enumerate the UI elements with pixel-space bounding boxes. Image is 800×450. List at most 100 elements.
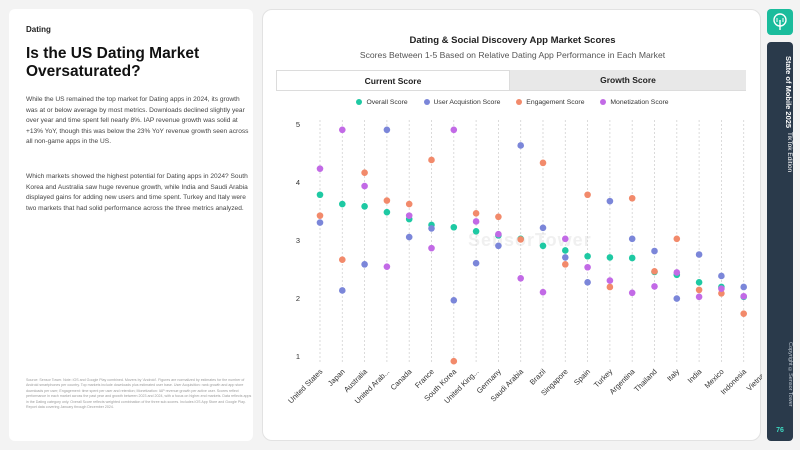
x-tick-label: India bbox=[686, 366, 704, 384]
tab-current-score[interactable]: Current Score bbox=[276, 70, 510, 90]
data-point-monetization bbox=[628, 289, 636, 297]
data-point-engagement bbox=[428, 156, 435, 164]
data-point-ua bbox=[740, 283, 747, 291]
x-tick-label: Argentina bbox=[608, 366, 638, 396]
data-point-ua bbox=[316, 219, 324, 226]
data-point-engagement bbox=[718, 290, 725, 297]
data-point-engagement bbox=[584, 191, 591, 199]
data-point-engagement bbox=[316, 212, 324, 219]
data-point-ua bbox=[539, 224, 547, 232]
data-point-overall bbox=[628, 254, 636, 262]
data-point-monetization bbox=[562, 235, 569, 243]
data-point-ua bbox=[718, 272, 725, 280]
data-point-overall bbox=[472, 228, 480, 235]
legend-item-ua: User Acquistion Score bbox=[423, 99, 501, 106]
data-point-ua bbox=[517, 142, 524, 149]
data-point-ua bbox=[361, 261, 368, 268]
data-point-overall bbox=[339, 200, 346, 208]
legend-label-engagement: Engagement Score bbox=[526, 99, 585, 106]
data-point-ua bbox=[628, 235, 636, 243]
data-point-monetization bbox=[718, 285, 725, 293]
legend-label-overall: Overall Score bbox=[366, 99, 408, 106]
data-point-ua bbox=[472, 259, 480, 267]
data-point-engagement bbox=[495, 213, 502, 221]
data-point-engagement bbox=[472, 210, 480, 217]
data-point-monetization bbox=[450, 126, 458, 134]
data-point-engagement bbox=[517, 236, 524, 243]
data-point-monetization bbox=[740, 292, 747, 300]
data-point-monetization bbox=[606, 277, 614, 284]
x-tick-label: Thailand bbox=[632, 367, 659, 394]
data-point-monetization bbox=[673, 269, 681, 276]
report-edition: TikTok Edition bbox=[786, 132, 793, 173]
data-point-monetization bbox=[472, 218, 480, 225]
data-point-engagement bbox=[651, 268, 658, 275]
left-panel: Dating Is the US Dating Market Oversatur… bbox=[9, 9, 253, 441]
sensor-tower-logo bbox=[767, 9, 793, 35]
data-point-engagement bbox=[606, 283, 614, 291]
data-point-ua bbox=[495, 242, 502, 250]
right-rail: State of Mobile 2025 TikTok Edition Copy… bbox=[767, 9, 793, 441]
chart-card: Dating & Social Discovery App Market Sco… bbox=[262, 9, 762, 441]
data-point-engagement bbox=[383, 197, 391, 204]
tab-divider bbox=[276, 90, 746, 91]
data-point-ua bbox=[405, 233, 413, 241]
body-paragraph-1: While the US remained the top market for… bbox=[26, 96, 249, 146]
data-point-ua bbox=[673, 295, 681, 302]
y-tick-label: 5 bbox=[296, 120, 300, 129]
data-point-overall bbox=[584, 252, 591, 260]
page-headline: Is the US Dating Market Oversaturated? bbox=[26, 45, 200, 80]
data-point-overall bbox=[361, 203, 368, 210]
data-point-ua bbox=[651, 247, 658, 255]
data-point-engagement bbox=[673, 235, 681, 243]
data-point-engagement bbox=[562, 261, 569, 268]
legend-label-monetization: Monetization Score bbox=[610, 99, 669, 106]
data-point-ua bbox=[383, 126, 391, 134]
legend-label-ua: User Acquistion Score bbox=[433, 99, 501, 106]
chart-title: Dating & Social Discovery App Market Sco… bbox=[409, 35, 616, 46]
tab-growth-score[interactable]: Growth Score bbox=[510, 70, 746, 90]
data-point-ua bbox=[562, 254, 569, 261]
data-point-monetization bbox=[695, 293, 703, 301]
data-point-monetization bbox=[383, 263, 391, 270]
data-point-ua bbox=[584, 279, 591, 286]
data-point-monetization bbox=[651, 283, 658, 290]
legend-dot-monetization bbox=[600, 99, 607, 106]
data-point-ua bbox=[339, 287, 346, 294]
source-note: Source: Sensor Tower. Note: iOS and Goog… bbox=[26, 378, 252, 410]
data-point-monetization bbox=[361, 182, 368, 190]
data-point-monetization bbox=[495, 230, 502, 238]
data-point-monetization bbox=[339, 126, 346, 134]
data-point-overall bbox=[316, 191, 324, 199]
y-tick-label: 1 bbox=[296, 352, 300, 361]
x-tick-label: Brazil bbox=[528, 367, 548, 387]
x-tick-label: United States bbox=[286, 367, 324, 405]
data-point-monetization bbox=[316, 165, 324, 172]
data-point-overall bbox=[562, 247, 569, 254]
data-point-engagement bbox=[405, 200, 413, 208]
legend-dot-ua bbox=[423, 99, 430, 106]
data-point-overall bbox=[539, 242, 547, 250]
data-point-ua bbox=[695, 251, 703, 258]
data-point-engagement bbox=[695, 286, 703, 294]
x-tick-label: Canada bbox=[389, 366, 415, 392]
data-point-overall bbox=[695, 279, 703, 286]
data-point-monetization bbox=[539, 288, 547, 296]
data-point-engagement bbox=[628, 194, 636, 202]
data-point-overall bbox=[383, 208, 391, 216]
chart-subtitle: Scores Between 1-5 Based on Relative Dat… bbox=[359, 50, 666, 60]
legend-item-overall: Overall Score bbox=[356, 99, 408, 106]
section-tag: Dating bbox=[26, 25, 51, 34]
x-tick-label: Italy bbox=[665, 367, 681, 383]
page-number: 76 bbox=[776, 427, 784, 434]
data-point-monetization bbox=[517, 274, 524, 282]
report-title: State of Mobile 2025 bbox=[784, 56, 793, 129]
data-point-monetization bbox=[405, 212, 413, 219]
rail-dark-band: State of Mobile 2025 TikTok Edition Copy… bbox=[767, 42, 793, 441]
data-point-overall bbox=[450, 223, 458, 231]
data-point-engagement bbox=[450, 357, 458, 365]
chart-legend: Overall Score User Acquistion Score Enga… bbox=[263, 99, 762, 106]
x-tick-label: Spain bbox=[572, 367, 592, 387]
logo-icon bbox=[773, 13, 787, 30]
